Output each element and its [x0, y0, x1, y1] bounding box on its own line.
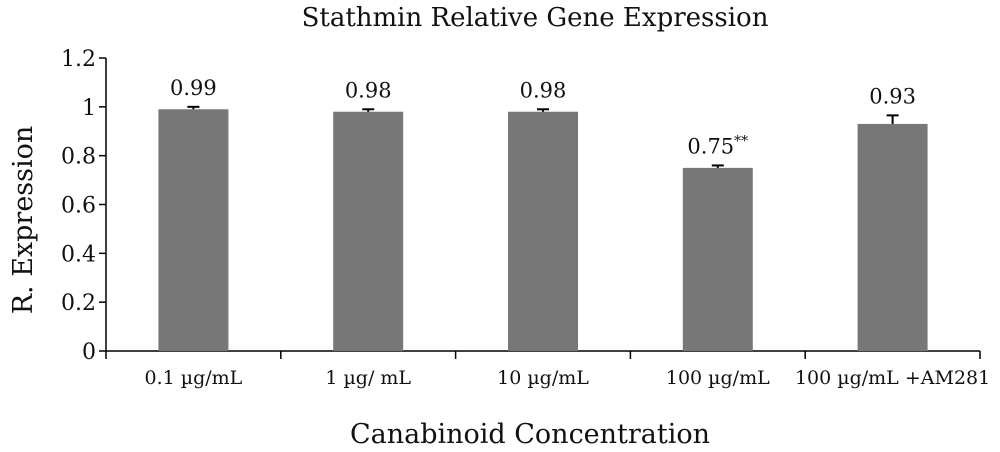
data-label: 0.98	[520, 78, 567, 102]
bar	[857, 123, 928, 351]
data-label: 0.93	[869, 84, 916, 108]
x-tick-label: 10 µg/mL	[497, 367, 589, 389]
bar	[333, 111, 404, 351]
y-tick-label: 1.2	[61, 47, 96, 72]
x-tick-label: 100 µg/mL	[666, 367, 770, 389]
chart-title: Stathmin Relative Gene Expression	[302, 3, 769, 33]
y-tick-label: 1	[82, 96, 96, 121]
data-label: 0.99	[170, 76, 217, 100]
bar	[158, 109, 229, 352]
bar	[508, 111, 578, 351]
bar	[682, 167, 753, 351]
significance-mark: **	[734, 133, 748, 149]
plot-area: 0 0.2 0.4 0.6 0.8 1 1.2 0.99 0.1 µg/mL 0.98 1 µg/ …	[61, 47, 990, 389]
y-axis-label: R. Expression	[8, 126, 39, 315]
x-tick-label: 100 µg/mL +AM281	[795, 367, 990, 389]
data-label: 0.98	[345, 78, 392, 102]
data-label: 0.75**	[687, 133, 748, 158]
x-tick-label: 1 µg/ mL	[325, 367, 411, 389]
y-tick-label: 0.6	[61, 194, 96, 219]
y-tick-label: 0	[82, 340, 96, 365]
y-tick-label: 0.8	[61, 145, 96, 170]
x-axis-label: Canabinoid Concentration	[350, 419, 710, 450]
y-tick-label: 0.4	[61, 242, 96, 267]
y-tick-label: 0.2	[61, 291, 96, 316]
x-tick-label: 0.1 µg/mL	[144, 367, 242, 389]
